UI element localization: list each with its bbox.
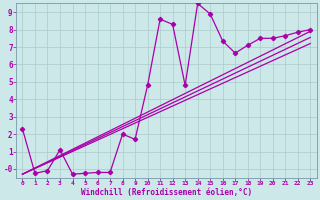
X-axis label: Windchill (Refroidissement éolien,°C): Windchill (Refroidissement éolien,°C) (81, 188, 252, 197)
